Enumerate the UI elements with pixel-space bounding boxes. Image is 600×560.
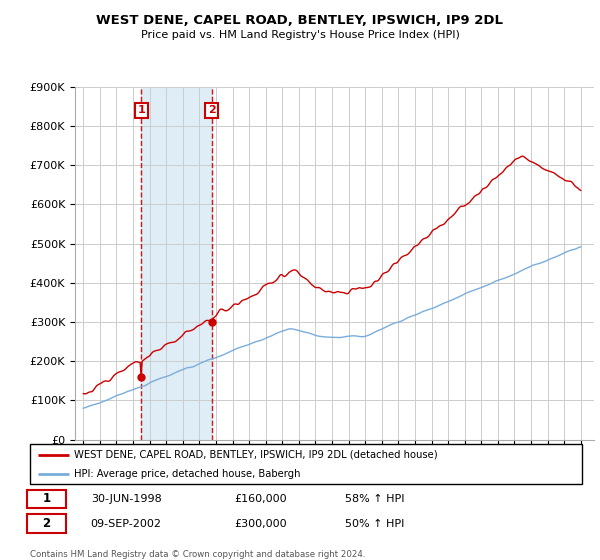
Text: 2: 2	[43, 517, 50, 530]
Text: HPI: Average price, detached house, Babergh: HPI: Average price, detached house, Babe…	[74, 469, 301, 478]
Text: 2: 2	[208, 105, 215, 115]
Text: Price paid vs. HM Land Registry's House Price Index (HPI): Price paid vs. HM Land Registry's House …	[140, 30, 460, 40]
Text: 1: 1	[43, 492, 50, 506]
Text: 30-JUN-1998: 30-JUN-1998	[91, 494, 161, 504]
Text: £160,000: £160,000	[234, 494, 287, 504]
Text: 1: 1	[137, 105, 145, 115]
FancyBboxPatch shape	[27, 489, 66, 508]
Text: 09-SEP-2002: 09-SEP-2002	[91, 519, 162, 529]
FancyBboxPatch shape	[27, 514, 66, 533]
Text: £300,000: £300,000	[234, 519, 287, 529]
Text: 58% ↑ HPI: 58% ↑ HPI	[344, 494, 404, 504]
Text: WEST DENE, CAPEL ROAD, BENTLEY, IPSWICH, IP9 2DL (detached house): WEST DENE, CAPEL ROAD, BENTLEY, IPSWICH,…	[74, 450, 438, 460]
Text: WEST DENE, CAPEL ROAD, BENTLEY, IPSWICH, IP9 2DL: WEST DENE, CAPEL ROAD, BENTLEY, IPSWICH,…	[97, 14, 503, 27]
Text: Contains HM Land Registry data © Crown copyright and database right 2024.
This d: Contains HM Land Registry data © Crown c…	[30, 550, 365, 560]
Text: 50% ↑ HPI: 50% ↑ HPI	[344, 519, 404, 529]
Bar	[142, 87, 212, 440]
